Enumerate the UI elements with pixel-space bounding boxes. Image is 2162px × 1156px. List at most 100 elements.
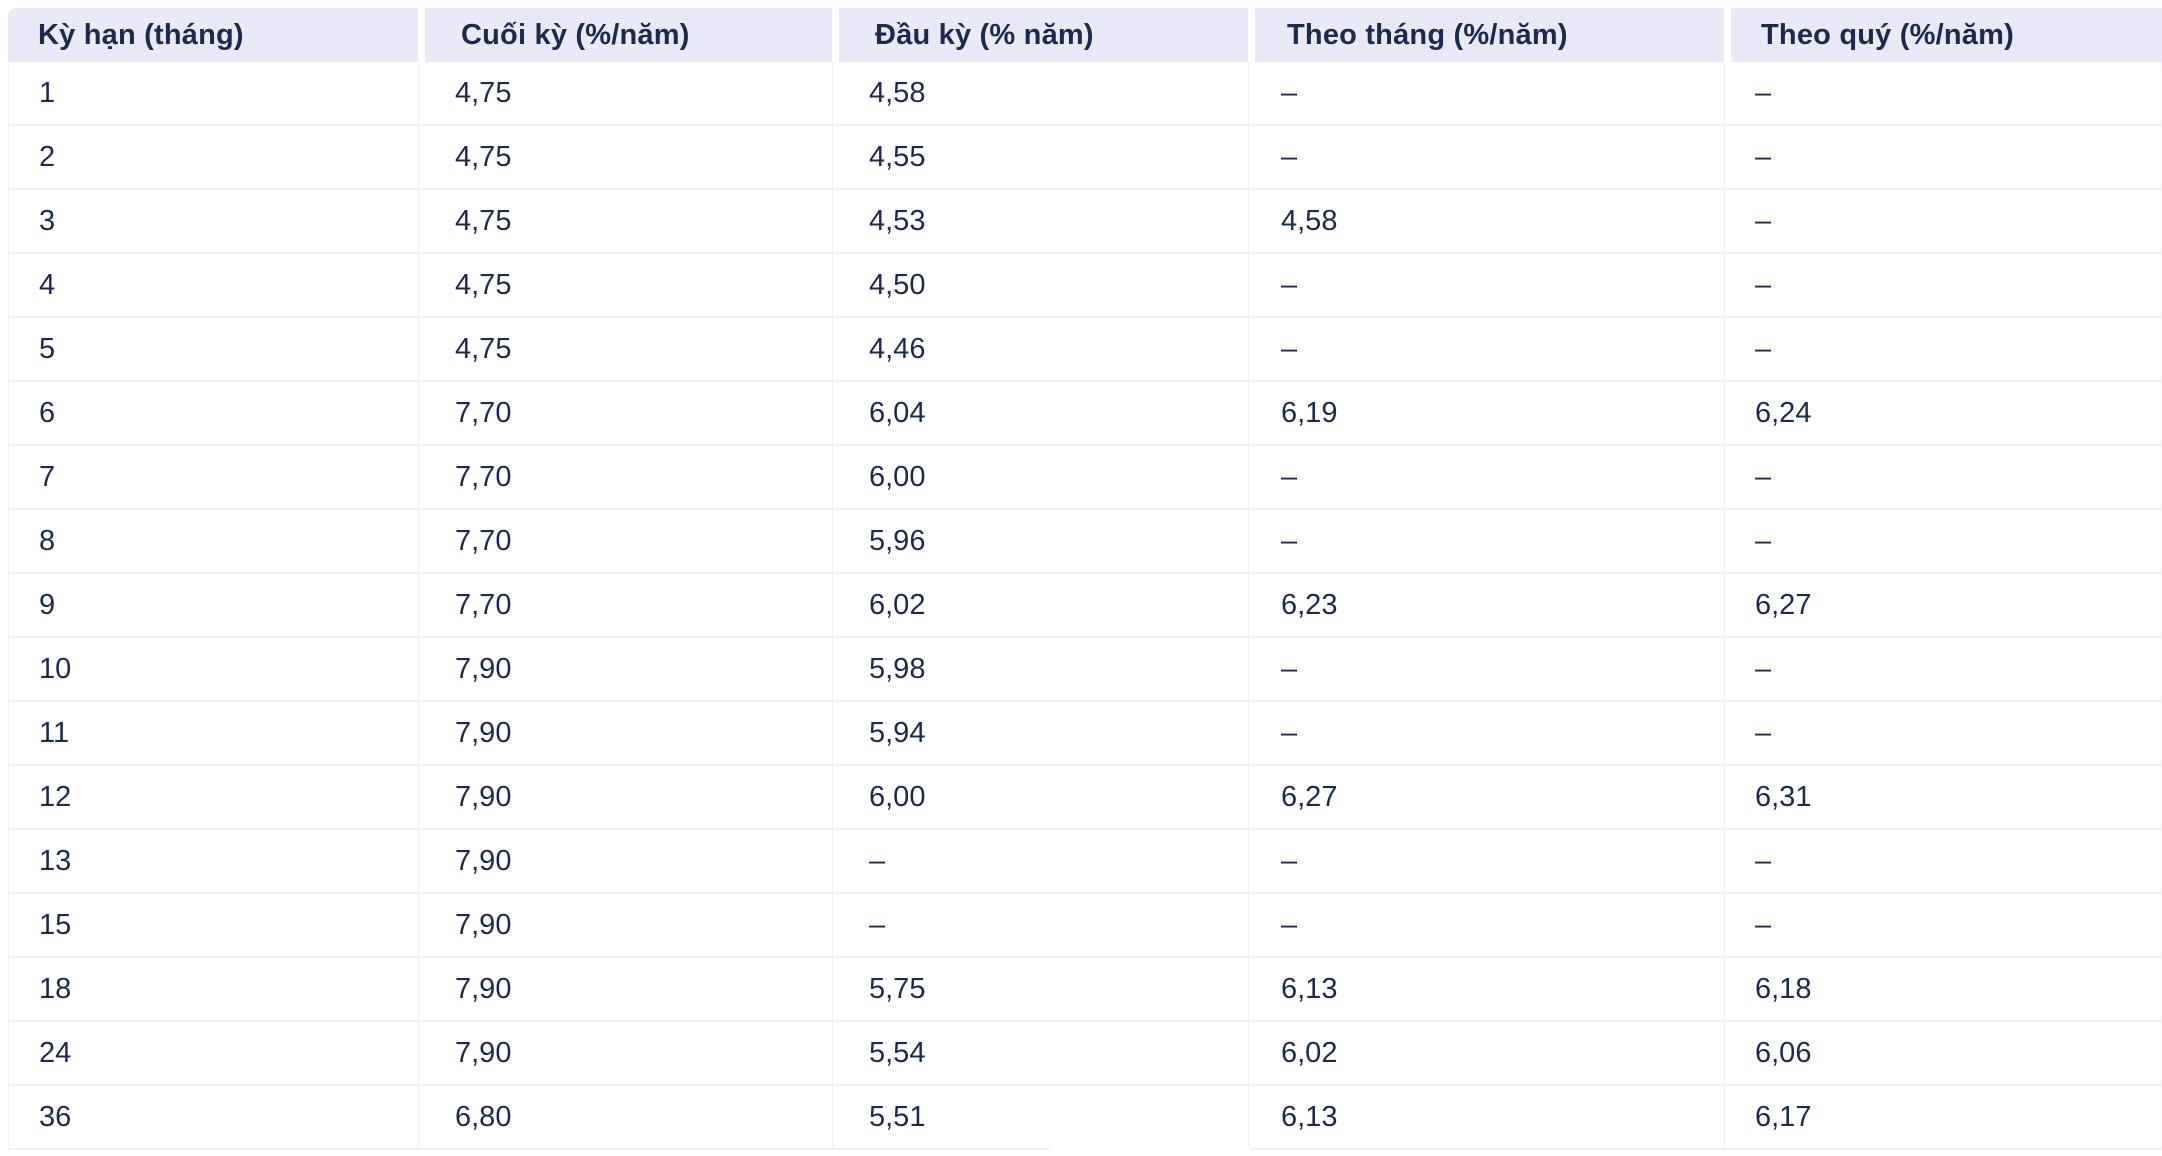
start-of-term-cell: 6,00 xyxy=(832,446,1248,510)
end-of-term-cell: 7,70 xyxy=(418,382,832,446)
monthly-cell: – xyxy=(1248,510,1724,574)
table-row: 5 4,75 4,46– – xyxy=(8,318,2162,382)
monthly-cell: 4,58 xyxy=(1248,190,1724,254)
end-of-term-cell: 7,90 xyxy=(418,766,832,830)
quarterly-cell: – xyxy=(1724,702,2162,766)
quarterly-cell: – xyxy=(1724,62,2162,126)
term-cell: 18 xyxy=(8,958,418,1022)
start-of-term-cell: 5,75 xyxy=(832,958,1248,1022)
start-of-term-cell: 4,55 xyxy=(832,126,1248,190)
term-cell: 13 xyxy=(8,830,418,894)
start-of-term-cell: 6,04 xyxy=(832,382,1248,446)
quarterly-cell: – xyxy=(1724,126,2162,190)
table-row: 24 7,90 5,54 6,02 6,06 xyxy=(8,1022,2162,1086)
term-cell: 8 xyxy=(8,510,418,574)
start-of-term-cell: 5,98 xyxy=(832,638,1248,702)
term-cell: 15 xyxy=(8,894,418,958)
start-of-term-cell: 5,96 xyxy=(832,510,1248,574)
table-row: 15 7,90– – – xyxy=(8,894,2162,958)
start-of-term-cell: 4,46 xyxy=(832,318,1248,382)
monthly-cell: – xyxy=(1248,254,1724,318)
start-of-term-cell: 4,53 xyxy=(832,190,1248,254)
term-cell: 9 xyxy=(8,574,418,638)
monthly-cell: 6,13 xyxy=(1248,958,1724,1022)
end-of-term-cell: 7,70 xyxy=(418,446,832,510)
header-row: Kỳ hạn (tháng) Cuối kỳ (%/năm) Đầu kỳ (% n… xyxy=(8,8,2162,62)
table-row: 7 7,70 6,00– – xyxy=(8,446,2162,510)
column-header-quarterly: Theo quý (%/năm) xyxy=(1724,8,2162,62)
term-cell: 3 xyxy=(8,190,418,254)
start-of-term-cell: 6,00 xyxy=(832,766,1248,830)
monthly-cell: – xyxy=(1248,446,1724,510)
monthly-cell: – xyxy=(1248,62,1724,126)
end-of-term-cell: 7,90 xyxy=(418,830,832,894)
start-of-term-cell: 5,51 xyxy=(832,1086,1248,1150)
quarterly-cell: – xyxy=(1724,510,2162,574)
monthly-cell: – xyxy=(1248,894,1724,958)
start-of-term-cell: 6,02 xyxy=(832,574,1248,638)
end-of-term-cell: 7,70 xyxy=(418,510,832,574)
table-row: 4 4,75 4,50– – xyxy=(8,254,2162,318)
start-of-term-cell: 5,54 xyxy=(832,1022,1248,1086)
monthly-cell: 6,27 xyxy=(1248,766,1724,830)
table-row: 2 4,75 4,55– – xyxy=(8,126,2162,190)
quarterly-cell: 6,27 xyxy=(1724,574,2162,638)
monthly-cell: 6,02 xyxy=(1248,1022,1724,1086)
monthly-cell: – xyxy=(1248,830,1724,894)
quarterly-cell: – xyxy=(1724,830,2162,894)
start-of-term-cell: – xyxy=(832,894,1248,958)
end-of-term-cell: 4,75 xyxy=(418,62,832,126)
table-row: 3 4,75 4,53 4,58– xyxy=(8,190,2162,254)
end-of-term-cell: 7,90 xyxy=(418,638,832,702)
monthly-cell: – xyxy=(1248,318,1724,382)
column-header-end-of-term: Cuối kỳ (%/năm) xyxy=(418,8,832,62)
end-of-term-cell: 4,75 xyxy=(418,254,832,318)
monthly-cell: 6,23 xyxy=(1248,574,1724,638)
quarterly-cell: – xyxy=(1724,190,2162,254)
quarterly-cell: 6,18 xyxy=(1724,958,2162,1022)
table-body: 1 4,75 4,58– –2 4,75 4,55– –3 4,75 4,53 4,58–4 4,7… xyxy=(8,62,2162,1150)
table-row: 1 4,75 4,58– – xyxy=(8,62,2162,126)
column-header-start-of-term: Đầu kỳ (% năm) xyxy=(832,8,1248,62)
bottom-overlay-pill xyxy=(1050,1142,1250,1156)
term-cell: 10 xyxy=(8,638,418,702)
column-header-monthly: Theo tháng (%/năm) xyxy=(1248,8,1724,62)
term-cell: 1 xyxy=(8,62,418,126)
quarterly-cell: – xyxy=(1724,254,2162,318)
end-of-term-cell: 4,75 xyxy=(418,190,832,254)
start-of-term-cell: 5,94 xyxy=(832,702,1248,766)
end-of-term-cell: 4,75 xyxy=(418,126,832,190)
quarterly-cell: 6,06 xyxy=(1724,1022,2162,1086)
quarterly-cell: 6,24 xyxy=(1724,382,2162,446)
term-cell: 24 xyxy=(8,1022,418,1086)
table-row: 13 7,90– – – xyxy=(8,830,2162,894)
table-row: 12 7,90 6,00 6,27 6,31 xyxy=(8,766,2162,830)
term-cell: 2 xyxy=(8,126,418,190)
table-row: 11 7,90 5,94– – xyxy=(8,702,2162,766)
term-cell: 5 xyxy=(8,318,418,382)
term-cell: 6 xyxy=(8,382,418,446)
quarterly-cell: – xyxy=(1724,894,2162,958)
monthly-cell: 6,19 xyxy=(1248,382,1724,446)
quarterly-cell: – xyxy=(1724,638,2162,702)
term-cell: 12 xyxy=(8,766,418,830)
term-cell: 11 xyxy=(8,702,418,766)
monthly-cell: – xyxy=(1248,702,1724,766)
table-row: 9 7,70 6,02 6,23 6,27 xyxy=(8,574,2162,638)
monthly-cell: 6,13 xyxy=(1248,1086,1724,1150)
monthly-cell: – xyxy=(1248,638,1724,702)
quarterly-cell: – xyxy=(1724,318,2162,382)
column-header-term: Kỳ hạn (tháng) xyxy=(8,8,418,62)
table-row: 6 7,70 6,04 6,19 6,24 xyxy=(8,382,2162,446)
end-of-term-cell: 4,75 xyxy=(418,318,832,382)
table-row: 8 7,70 5,96– – xyxy=(8,510,2162,574)
table-row: 18 7,90 5,75 6,13 6,18 xyxy=(8,958,2162,1022)
end-of-term-cell: 7,70 xyxy=(418,574,832,638)
end-of-term-cell: 7,90 xyxy=(418,702,832,766)
term-cell: 36 xyxy=(8,1086,418,1150)
end-of-term-cell: 7,90 xyxy=(418,1022,832,1086)
start-of-term-cell: – xyxy=(832,830,1248,894)
term-cell: 4 xyxy=(8,254,418,318)
end-of-term-cell: 7,90 xyxy=(418,894,832,958)
